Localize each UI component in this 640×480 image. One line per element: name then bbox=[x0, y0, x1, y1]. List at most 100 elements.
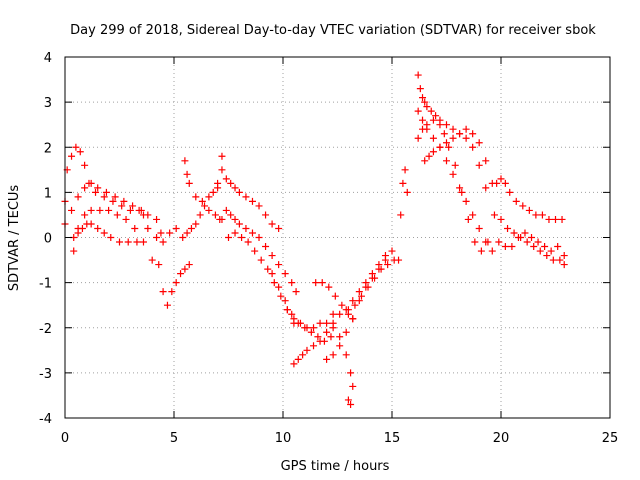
data-point bbox=[227, 179, 235, 187]
data-point bbox=[231, 215, 239, 223]
data-point bbox=[268, 270, 276, 278]
data-point bbox=[81, 184, 89, 192]
data-point bbox=[231, 229, 239, 237]
data-point bbox=[329, 310, 337, 318]
data-point bbox=[429, 148, 437, 156]
data-point bbox=[172, 279, 180, 287]
data-point bbox=[314, 333, 322, 341]
data-point bbox=[342, 328, 350, 336]
data-point bbox=[504, 224, 512, 232]
y-tick-label: -2 bbox=[39, 322, 52, 337]
data-point bbox=[163, 301, 171, 309]
data-point bbox=[543, 252, 551, 260]
data-point bbox=[560, 252, 568, 260]
data-point bbox=[336, 342, 344, 350]
y-tick-label: 4 bbox=[44, 51, 52, 66]
data-point bbox=[100, 193, 108, 201]
data-point bbox=[159, 238, 167, 246]
x-tick-label: 5 bbox=[170, 431, 178, 446]
data-point bbox=[211, 211, 219, 219]
data-point bbox=[497, 215, 505, 223]
data-point bbox=[475, 161, 483, 169]
data-point bbox=[268, 220, 276, 228]
x-tick-label: 10 bbox=[275, 431, 292, 446]
grid-lines bbox=[65, 57, 610, 418]
data-point bbox=[443, 121, 450, 129]
data-point bbox=[501, 243, 509, 251]
data-point bbox=[440, 130, 448, 138]
data-point bbox=[556, 256, 564, 264]
data-point bbox=[355, 288, 363, 296]
data-point bbox=[429, 134, 437, 142]
data-series-sbok bbox=[61, 71, 568, 408]
data-point bbox=[323, 328, 331, 336]
y-tick-label: 1 bbox=[44, 186, 52, 201]
data-point bbox=[187, 224, 195, 232]
data-point bbox=[172, 224, 180, 232]
data-point bbox=[133, 238, 141, 246]
data-point bbox=[185, 261, 193, 269]
data-point bbox=[445, 143, 453, 151]
data-point bbox=[166, 229, 174, 237]
y-tick-label: 0 bbox=[44, 232, 52, 247]
data-point bbox=[137, 206, 145, 214]
data-point bbox=[530, 243, 538, 251]
data-point bbox=[281, 270, 289, 278]
data-point bbox=[462, 125, 470, 133]
data-point bbox=[432, 112, 440, 120]
data-point bbox=[181, 157, 189, 165]
data-point bbox=[116, 238, 123, 246]
data-point bbox=[242, 224, 250, 232]
data-point bbox=[294, 355, 302, 363]
data-point bbox=[255, 234, 263, 241]
data-point bbox=[283, 306, 291, 314]
data-point bbox=[74, 193, 82, 201]
data-point bbox=[177, 270, 185, 278]
data-point bbox=[251, 247, 259, 255]
data-point bbox=[464, 215, 472, 223]
data-point bbox=[196, 211, 204, 219]
data-point bbox=[316, 319, 324, 327]
data-point bbox=[270, 279, 278, 287]
data-point bbox=[153, 215, 161, 223]
data-point bbox=[419, 125, 427, 133]
data-point bbox=[403, 188, 411, 196]
data-point bbox=[395, 256, 403, 264]
data-point bbox=[205, 206, 213, 214]
x-tick-label: 0 bbox=[61, 431, 69, 446]
y-tick-label: -1 bbox=[39, 277, 52, 292]
data-point bbox=[384, 261, 392, 269]
data-point bbox=[181, 265, 189, 273]
data-point bbox=[425, 152, 433, 160]
data-point bbox=[456, 184, 464, 192]
data-point bbox=[288, 279, 296, 287]
data-point bbox=[192, 193, 200, 201]
x-tick-label: 25 bbox=[602, 431, 619, 446]
data-point bbox=[327, 333, 335, 341]
data-point bbox=[377, 265, 385, 273]
data-point bbox=[87, 206, 95, 214]
data-point bbox=[126, 206, 134, 214]
data-point bbox=[144, 224, 152, 232]
data-point bbox=[218, 166, 226, 174]
data-point bbox=[168, 288, 176, 296]
data-point bbox=[512, 197, 520, 205]
data-point bbox=[231, 184, 239, 192]
data-point bbox=[547, 247, 555, 255]
data-point bbox=[347, 369, 355, 377]
data-point bbox=[303, 324, 311, 332]
data-point bbox=[74, 224, 82, 232]
x-tick-label: 15 bbox=[384, 431, 401, 446]
data-point bbox=[157, 229, 165, 237]
y-tick-label: 2 bbox=[44, 141, 52, 156]
data-point bbox=[397, 211, 405, 219]
data-point bbox=[488, 247, 496, 255]
data-point bbox=[482, 157, 490, 165]
data-point bbox=[477, 247, 485, 255]
data-point bbox=[255, 202, 263, 210]
data-point bbox=[336, 333, 344, 341]
data-point bbox=[357, 292, 365, 300]
data-point bbox=[87, 179, 95, 187]
data-point bbox=[469, 130, 477, 138]
data-point bbox=[248, 197, 256, 205]
